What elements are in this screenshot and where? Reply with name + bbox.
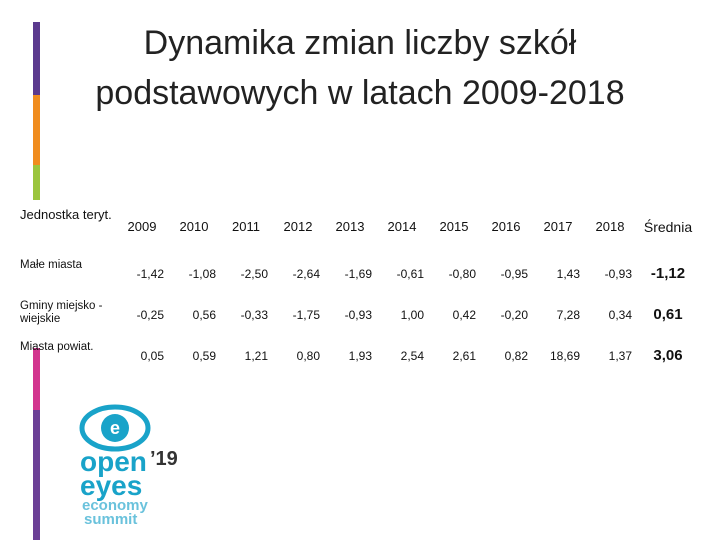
table-row: Gminy miejsko -wiejskie -0,25 0,56 -0,33 -1,… [16,294,700,335]
cell: 0,80 [296,348,320,363]
cell: 1,21 [244,348,268,363]
logo-text: open [80,446,147,477]
cell: 2014 [387,219,417,234]
cell: 2012 [283,219,313,234]
cell: 2,54 [400,348,424,363]
cell: 0,61 [653,306,683,323]
cell: 7,28 [556,307,580,322]
cell: 2011 [232,219,260,234]
cell: 0,82 [504,348,528,363]
cell: 2017 [543,219,573,234]
cell: -1,12 [650,265,686,282]
cell: -0,25 [136,307,164,322]
title: Dynamika zmian liczby szkół podstawowych… [60,18,660,118]
row-label: Gminy miejsko -wiejskie [20,300,103,325]
table-row: Miasta powiat. 0,05 0,59 1,21 0,80 1,93 2,54 2,… [16,335,700,376]
cell: 0,34 [608,307,632,322]
cell: -1,69 [344,266,372,281]
svg-text:e: e [110,418,120,438]
cell: 18,69 [549,348,580,363]
logo-text: summit [84,511,138,528]
title-line: Dynamika zmian liczby szkół [143,24,577,62]
cell: -0,95 [500,266,528,281]
title-line: podstawowych w latach 2009-2018 [95,74,625,112]
cell: -1,42 [136,266,164,281]
cell: -0,80 [448,266,476,281]
cell: -0,93 [344,307,372,322]
cell: 0,05 [140,348,164,363]
cell: -0,20 [500,307,528,322]
accent-bar [33,410,40,540]
cell: -0,93 [604,266,632,281]
table-row: Małe miasta -1,42 -1,08 -2,50 -2,64 -1,69 -0,6… [16,253,700,294]
cell: -0,61 [396,266,424,281]
cell: 1,37 [608,348,632,363]
row-label: Jednostka teryt. [20,207,112,222]
accent-bar [33,348,40,410]
cell: 0,42 [452,307,476,322]
cell: -1,75 [292,307,320,322]
cell: 2010 [179,219,209,234]
accent-bar [33,95,40,165]
cell: Średnia [643,218,693,235]
cell: 2016 [491,219,521,234]
cell: 0,59 [192,348,216,363]
cell: 0,56 [192,307,216,322]
cell: -1,08 [188,266,216,281]
cell: 3,06 [653,347,683,364]
row-label: Małe miasta [20,259,82,271]
logo-text: eyes [80,470,143,501]
cell: 2009 [127,219,157,234]
cell: 1,43 [556,266,580,281]
cell: 1,00 [400,307,424,322]
cell: 2015 [439,219,469,234]
cell: 2,61 [452,348,476,363]
accent-bar [33,22,40,95]
table-row: Jednostka teryt. 2009 2010 2011 2012 2013 2014… [16,200,700,253]
cell: -2,50 [240,266,268,281]
data-table: Jednostka teryt. 2009 2010 2011 2012 2013 2014… [16,200,700,376]
row-label: Miasta powiat. [20,341,94,353]
cell: -2,64 [292,266,320,281]
logo-text: ’19 [150,448,178,470]
accent-bar [33,165,40,200]
cell: 2013 [335,219,365,234]
logo-eye: e [79,404,151,452]
logo-text: economy [82,497,148,514]
cell: 1,93 [348,348,372,363]
cell: -0,33 [240,307,268,322]
cell: 2018 [595,219,625,234]
